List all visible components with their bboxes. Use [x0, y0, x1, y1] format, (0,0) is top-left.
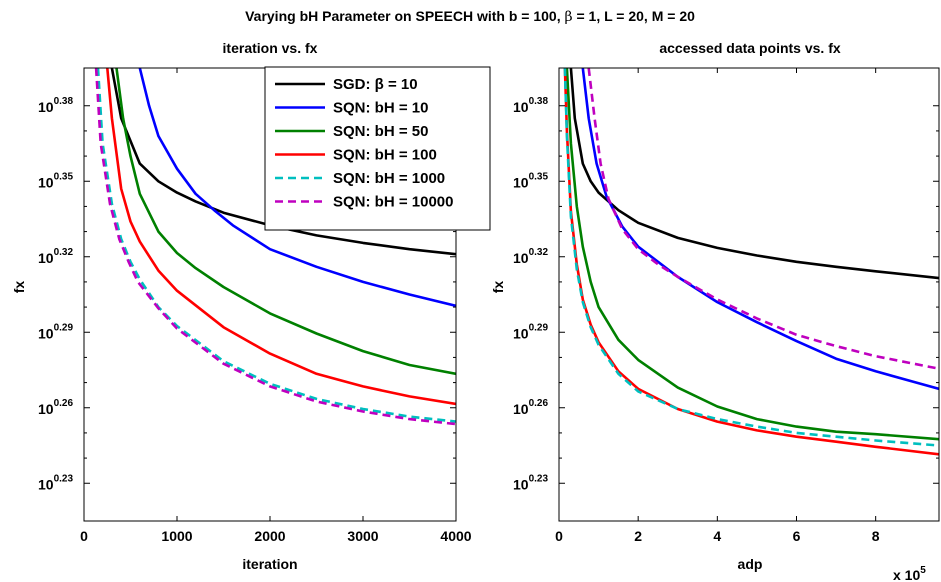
y-tick-label: 100.38	[513, 96, 548, 115]
y-tick-label: 100.32	[38, 247, 73, 266]
legend-entry: SQN: bH = 10000	[333, 194, 453, 211]
x-tick-label: 3000	[347, 528, 378, 544]
x-tick-label: 8	[872, 528, 880, 544]
legend-entry: SQN: bH = 50	[333, 123, 428, 140]
y-tick-label: 100.38	[38, 96, 73, 115]
legend-entry: SQN: bH = 10	[333, 100, 428, 117]
right-plot-area: 0 2 4 6 8 100.23 100.26 100.29 100.32 100.35 100.3…	[513, 67, 940, 544]
series-lines	[563, 68, 939, 456]
x-tick-label: 4	[713, 528, 721, 544]
x-tick-label: 4000	[440, 528, 471, 544]
suptitle-text-before: Varying bH Parameter on SPEECH with b = …	[245, 8, 561, 24]
series-line-2	[115, 68, 456, 376]
left-x-axis-label: iteration	[242, 556, 297, 572]
right-panel-adp-vs-fx: accessed data points vs. fx 0 2 4 6 8 100.23 1…	[490, 40, 940, 582]
axes-box	[558, 67, 940, 522]
x-tick-label: 6	[793, 528, 801, 544]
series-line-1	[138, 68, 456, 308]
y-tick-label: 100.23	[513, 473, 548, 492]
y-tick-label: 100.29	[513, 322, 548, 341]
series-line-3	[563, 68, 939, 456]
x-multiplier-exponent: 5	[920, 565, 926, 576]
y-tick-label: 100.32	[513, 247, 548, 266]
left-plot-area: 0 1000 2000 3000 4000 100.23 100.26 100.29 100.3…	[38, 67, 472, 544]
right-x-axis-multiplier: x 105	[893, 565, 926, 582]
series-line-3	[106, 68, 456, 406]
x-tick-label: 2	[634, 528, 642, 544]
legend-box	[264, 66, 491, 231]
suptitle-text-after: = 1, L = 20, M = 20	[576, 8, 695, 24]
series-line-4	[563, 68, 939, 447]
x-tick-label: 0	[555, 528, 563, 544]
right-y-axis-label: fx	[490, 281, 506, 294]
y-tick-label: 100.26	[38, 398, 73, 417]
left-panel-title: iteration vs. fx	[223, 40, 318, 56]
x-tick-label: 2000	[254, 528, 285, 544]
figure-suptitle: Varying bH Parameter on SPEECH with b = …	[245, 8, 695, 25]
suptitle-beta-symbol: β	[564, 9, 572, 25]
series-lines	[94, 68, 456, 426]
x-tick-label: 0	[80, 528, 88, 544]
y-tick-label: 100.35	[38, 171, 73, 190]
y-tick-label: 100.35	[513, 171, 548, 190]
right-panel-title: accessed data points vs. fx	[659, 40, 841, 56]
legend-entry: SGD: β = 10	[333, 76, 418, 93]
legend-entry: SQN: bH = 100	[333, 147, 437, 164]
series-line-0	[569, 68, 939, 280]
left-y-axis-label: fx	[11, 281, 27, 294]
y-tick-label: 100.23	[38, 473, 73, 492]
series-line-1	[581, 68, 939, 391]
legend-entry: SQN: bH = 1000	[333, 170, 445, 187]
legend: SGD: β = 10 SQN: bH = 10 SQN: bH = 50 SQN: …	[264, 66, 491, 231]
series-line-2	[565, 68, 939, 441]
x-multiplier-base: x 10	[893, 567, 920, 582]
series-line-5	[94, 68, 456, 426]
series-line-5	[587, 68, 939, 370]
x-tick-label: 1000	[161, 528, 192, 544]
y-tick-label: 100.29	[38, 322, 73, 341]
left-panel-iteration-vs-fx: iteration vs. fx 0 1000 2000 3000 4000 100.23…	[11, 40, 472, 572]
y-tick-label: 100.26	[513, 398, 548, 417]
right-x-axis-label: adp	[738, 556, 763, 572]
